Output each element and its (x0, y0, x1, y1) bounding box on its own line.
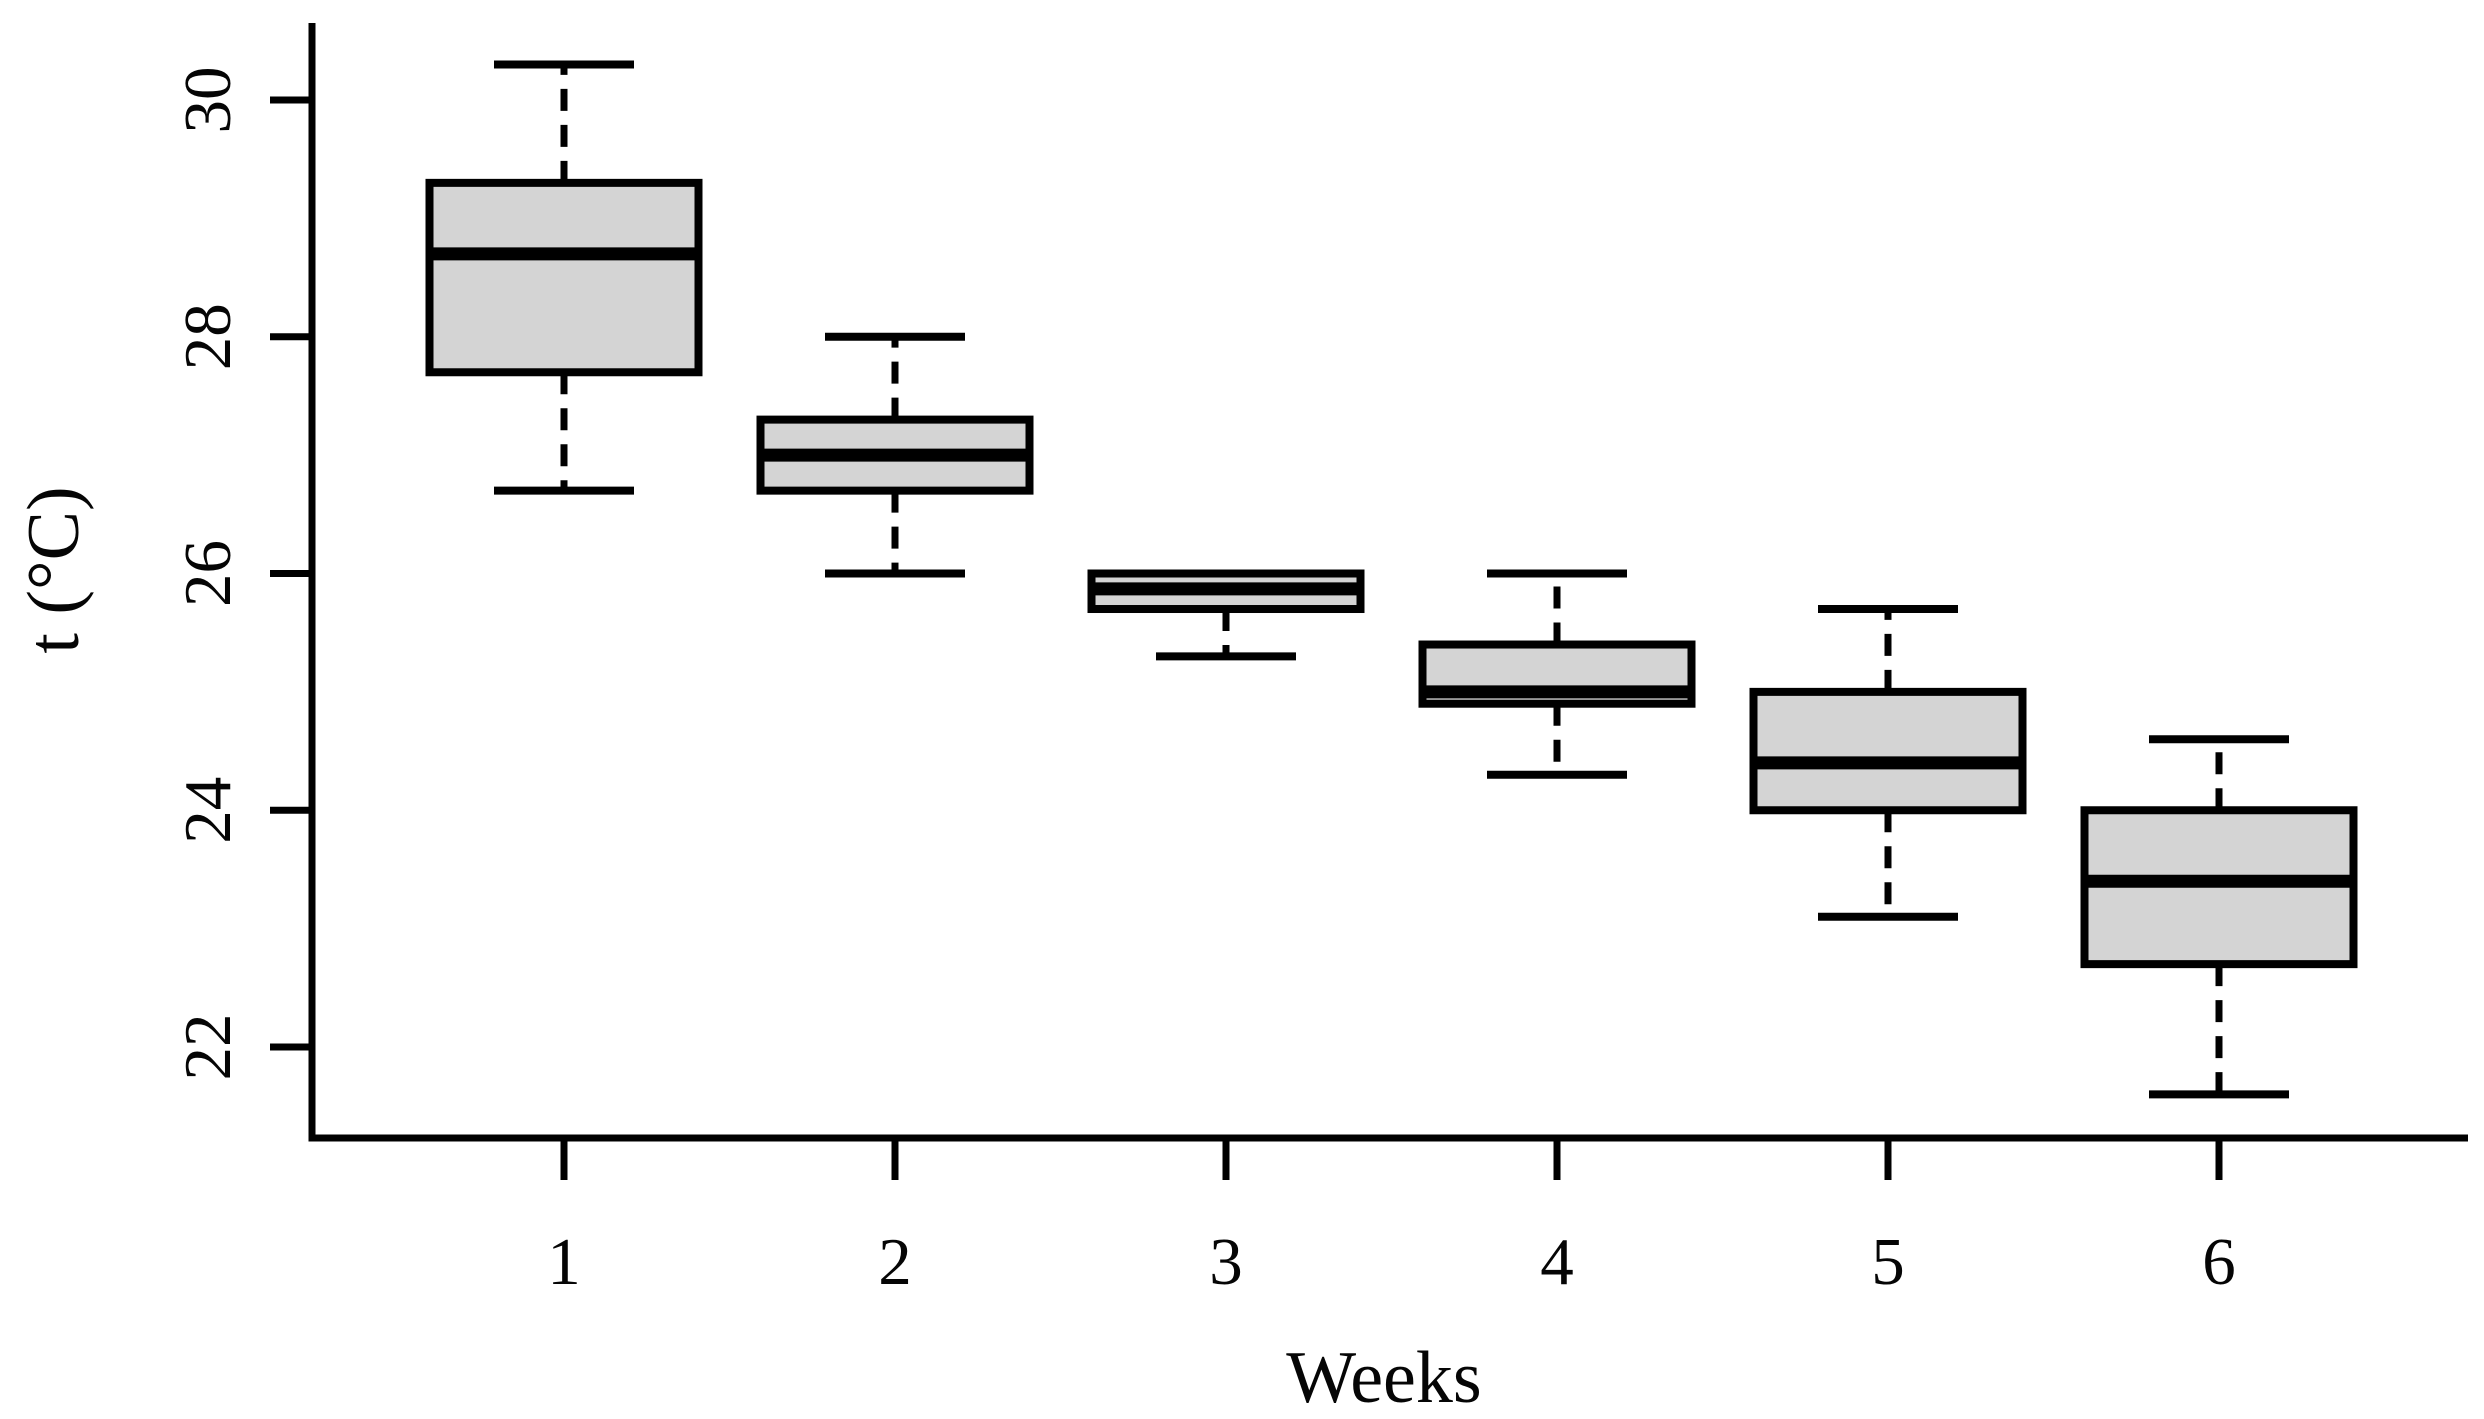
boxplot-week-5-box (1749, 687, 2027, 815)
x-axis-title: Weeks (1286, 1337, 1481, 1419)
plot-area: 22 24 26 28 30 1 2 3 4 5 6 (171, 23, 2468, 1299)
x-tick-label-1: 1 (547, 1225, 581, 1299)
x-tick-label-2: 2 (878, 1225, 912, 1299)
y-tick-label-24: 24 (171, 777, 245, 844)
y-tick-label-22: 22 (171, 1014, 245, 1081)
x-tick-label-3: 3 (1209, 1225, 1243, 1299)
x-tick-label-6: 6 (2202, 1225, 2236, 1299)
x-tick-label-4: 4 (1540, 1225, 1574, 1299)
y-axis-title: t (°C) (13, 486, 95, 653)
y-tick-label-28: 28 (171, 303, 245, 370)
x-tick-label-5: 5 (1871, 1225, 1905, 1299)
y-tick-label-30: 30 (171, 67, 245, 134)
y-tick-label-26: 26 (171, 540, 245, 607)
boxplot-week-1-box (425, 178, 703, 377)
